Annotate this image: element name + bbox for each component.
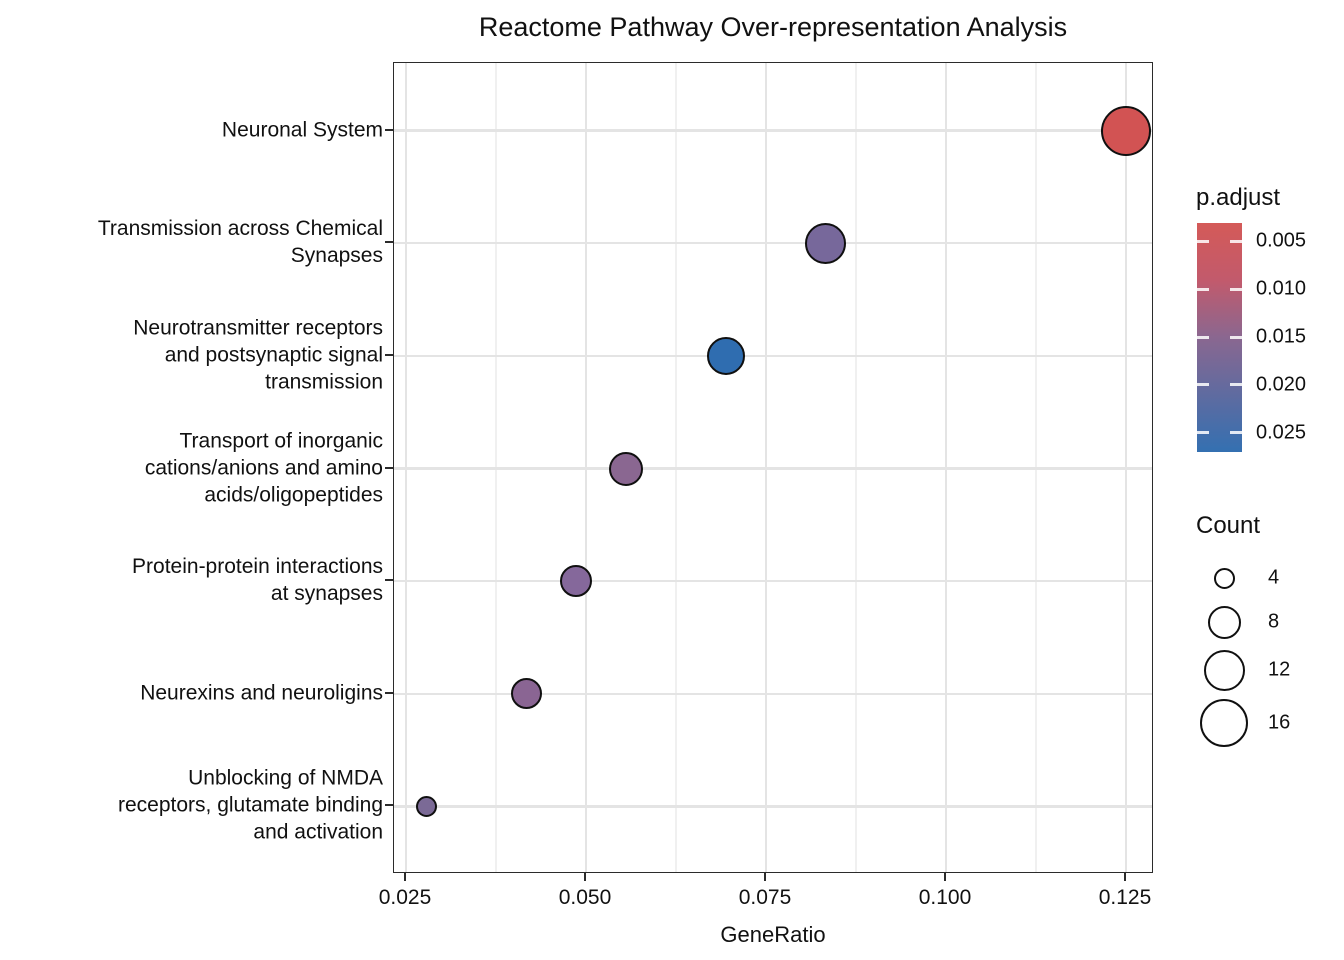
y-axis-label: Protein-protein interactions at synapses [132, 555, 383, 606]
data-point [510, 678, 542, 710]
color-legend-title: p.adjust [1196, 184, 1281, 211]
gridline-major-y [394, 129, 1152, 132]
y-tick-mark [385, 241, 393, 244]
data-point [805, 222, 847, 264]
x-tick-label: 0.025 [378, 886, 432, 909]
colorbar-tick-label: 0.010 [1256, 277, 1307, 300]
size-legend-label: 12 [1268, 658, 1291, 681]
size-legend-circle [1200, 699, 1248, 747]
colorbar-tick-left [1197, 239, 1209, 243]
y-tick-mark [385, 466, 393, 469]
size-legend-circle [1203, 649, 1245, 691]
size-legend-circle [1213, 567, 1235, 589]
gridline-major-y [394, 579, 1152, 583]
colorbar-tick-left [1197, 287, 1209, 291]
y-axis-label: Neurotransmitter receptors and postsynap… [133, 316, 383, 394]
data-point [1100, 105, 1151, 156]
gridline-major-y [394, 692, 1152, 696]
colorbar-tick-left [1197, 383, 1209, 387]
colorbar-tick-right [1230, 335, 1242, 339]
colorbar-tick-right [1230, 383, 1242, 387]
gridline-major-y [394, 467, 1152, 470]
colorbar-tick-right [1230, 431, 1242, 435]
plot-panel [393, 62, 1153, 873]
colorbar-tick-right [1230, 287, 1242, 291]
x-tick-mark [944, 873, 946, 881]
x-tick-mark [1123, 873, 1126, 881]
colorbar-tick-label: 0.005 [1256, 229, 1307, 252]
x-axis-title: GeneRatio [720, 922, 826, 947]
colorbar-tick-left [1197, 431, 1209, 435]
size-legend-label: 16 [1268, 711, 1291, 734]
y-tick-mark [385, 128, 393, 131]
colorbar-tick-left [1197, 335, 1209, 339]
y-axis-label: Transmission across Chemical Synapses [97, 217, 383, 268]
size-legend-circle [1207, 605, 1241, 639]
y-axis-label: Unblocking of NMDA receptors, glutamate … [118, 766, 383, 844]
data-point [559, 565, 592, 598]
size-legend-label: 8 [1268, 610, 1280, 633]
y-axis-label: Neurexins and neuroligins [140, 681, 383, 705]
data-point [609, 451, 644, 486]
x-tick-label: 0.125 [1098, 886, 1152, 909]
data-point [415, 795, 437, 817]
chart-title: Reactome Pathway Over-representation Ana… [478, 12, 1068, 42]
x-tick-label: 0.075 [738, 886, 792, 909]
x-tick-mark [404, 873, 407, 881]
size-legend-label: 4 [1268, 566, 1280, 589]
gridline-major-y [394, 805, 1152, 808]
y-tick-mark [385, 579, 393, 582]
gridline-major-y [394, 354, 1152, 358]
colorbar-tick-label: 0.020 [1256, 373, 1307, 396]
y-tick-mark [385, 353, 393, 356]
colorbar-tick-label: 0.015 [1256, 325, 1307, 348]
gridline-major-y [394, 241, 1152, 245]
x-tick-mark [584, 873, 587, 881]
x-tick-label: 0.100 [918, 886, 972, 909]
x-tick-label: 0.050 [558, 886, 612, 909]
colorbar-tick-right [1230, 239, 1242, 243]
y-axis-label: Neuronal System [221, 118, 383, 142]
y-tick-mark [385, 804, 393, 807]
y-axis-label: Transport of inorganic cations/anions an… [144, 429, 383, 506]
x-tick-mark [764, 873, 766, 881]
size-legend-title: Count [1196, 512, 1261, 539]
y-tick-mark [385, 691, 393, 694]
colorbar-tick-label: 0.025 [1256, 421, 1307, 444]
data-point [706, 336, 745, 375]
